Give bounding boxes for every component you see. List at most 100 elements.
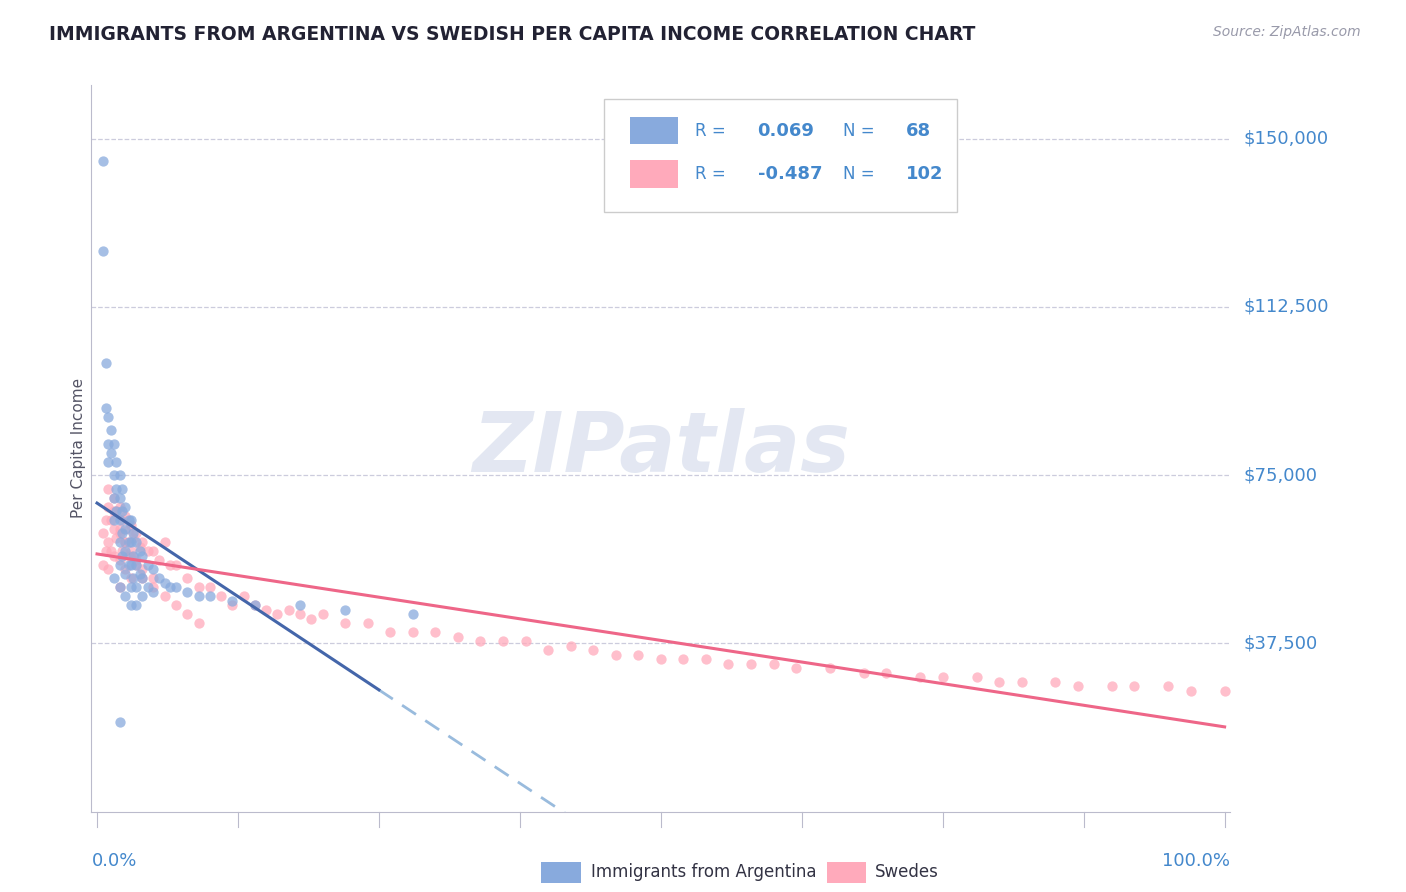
Point bbox=[1045, 674, 1067, 689]
Point bbox=[125, 535, 148, 549]
Point bbox=[165, 599, 187, 613]
Point bbox=[333, 616, 356, 631]
Point bbox=[582, 643, 605, 657]
Point bbox=[1067, 679, 1090, 693]
Point bbox=[131, 571, 153, 585]
Point bbox=[122, 549, 145, 563]
Text: 0.069: 0.069 bbox=[758, 121, 814, 139]
Point bbox=[627, 648, 650, 662]
Point bbox=[117, 558, 139, 572]
Point bbox=[117, 549, 139, 563]
Point bbox=[114, 566, 136, 581]
Point bbox=[131, 562, 153, 576]
Text: $37,500: $37,500 bbox=[1244, 634, 1319, 652]
Point bbox=[125, 553, 148, 567]
Point bbox=[108, 535, 131, 549]
Point bbox=[176, 571, 198, 585]
Point bbox=[1011, 674, 1033, 689]
Point bbox=[108, 553, 131, 567]
Point bbox=[1101, 679, 1123, 693]
Point bbox=[111, 504, 134, 518]
Point bbox=[105, 482, 128, 496]
Point bbox=[128, 544, 150, 558]
Point bbox=[875, 665, 897, 680]
Point bbox=[108, 468, 131, 483]
Point bbox=[117, 522, 139, 536]
Point bbox=[142, 580, 165, 594]
Point bbox=[125, 558, 148, 572]
Point bbox=[136, 558, 159, 572]
Point bbox=[131, 571, 153, 585]
Point bbox=[299, 612, 322, 626]
Point bbox=[111, 482, 134, 496]
Point bbox=[447, 630, 470, 644]
Point bbox=[125, 580, 148, 594]
Point bbox=[136, 580, 159, 594]
Point bbox=[198, 590, 221, 604]
Text: 68: 68 bbox=[905, 121, 931, 139]
Point bbox=[128, 540, 150, 554]
Point bbox=[148, 553, 170, 567]
Point bbox=[120, 513, 142, 527]
Point bbox=[131, 535, 153, 549]
Text: R =: R = bbox=[695, 121, 731, 139]
Point bbox=[142, 584, 165, 599]
Text: $112,500: $112,500 bbox=[1244, 298, 1330, 316]
FancyBboxPatch shape bbox=[605, 99, 957, 212]
Point bbox=[125, 526, 148, 541]
Point bbox=[97, 409, 120, 424]
Point bbox=[492, 634, 515, 648]
Bar bbox=[630, 161, 678, 188]
Point bbox=[108, 714, 131, 729]
Point bbox=[103, 571, 125, 585]
Point bbox=[108, 526, 131, 541]
Point bbox=[100, 423, 122, 437]
Point bbox=[120, 571, 142, 585]
Point bbox=[650, 652, 672, 666]
Point bbox=[97, 562, 120, 576]
Point bbox=[209, 590, 232, 604]
Point bbox=[333, 603, 356, 617]
Point bbox=[1180, 683, 1202, 698]
Point bbox=[153, 535, 176, 549]
Point bbox=[605, 648, 627, 662]
Point bbox=[785, 661, 807, 675]
Point bbox=[111, 544, 134, 558]
Point bbox=[114, 544, 136, 558]
Point bbox=[142, 544, 165, 558]
Point bbox=[187, 616, 209, 631]
Point bbox=[131, 549, 153, 563]
Point bbox=[100, 446, 122, 460]
Point bbox=[117, 513, 139, 527]
Point bbox=[187, 580, 209, 594]
Point bbox=[122, 526, 145, 541]
Point bbox=[131, 590, 153, 604]
Point bbox=[103, 436, 125, 450]
Point bbox=[103, 491, 125, 505]
Point bbox=[103, 491, 125, 505]
Point bbox=[159, 580, 181, 594]
Point bbox=[277, 603, 299, 617]
Point bbox=[111, 549, 134, 563]
Text: 0.0%: 0.0% bbox=[91, 852, 136, 870]
Point bbox=[105, 504, 128, 518]
Point bbox=[560, 639, 582, 653]
Point bbox=[966, 670, 988, 684]
Point bbox=[537, 643, 560, 657]
Text: N =: N = bbox=[844, 121, 875, 139]
Point bbox=[125, 599, 148, 613]
Text: N =: N = bbox=[844, 165, 875, 183]
Point bbox=[988, 674, 1011, 689]
Point bbox=[425, 625, 447, 640]
Point bbox=[105, 531, 128, 545]
Point bbox=[288, 607, 311, 622]
Point bbox=[818, 661, 841, 675]
Point bbox=[128, 566, 150, 581]
Text: Source: ZipAtlas.com: Source: ZipAtlas.com bbox=[1213, 25, 1361, 39]
Point bbox=[402, 625, 425, 640]
Point bbox=[1213, 683, 1236, 698]
Point bbox=[198, 580, 221, 594]
Text: $150,000: $150,000 bbox=[1244, 129, 1329, 147]
Text: Immigrants from Argentina: Immigrants from Argentina bbox=[591, 863, 815, 881]
Point bbox=[103, 504, 125, 518]
